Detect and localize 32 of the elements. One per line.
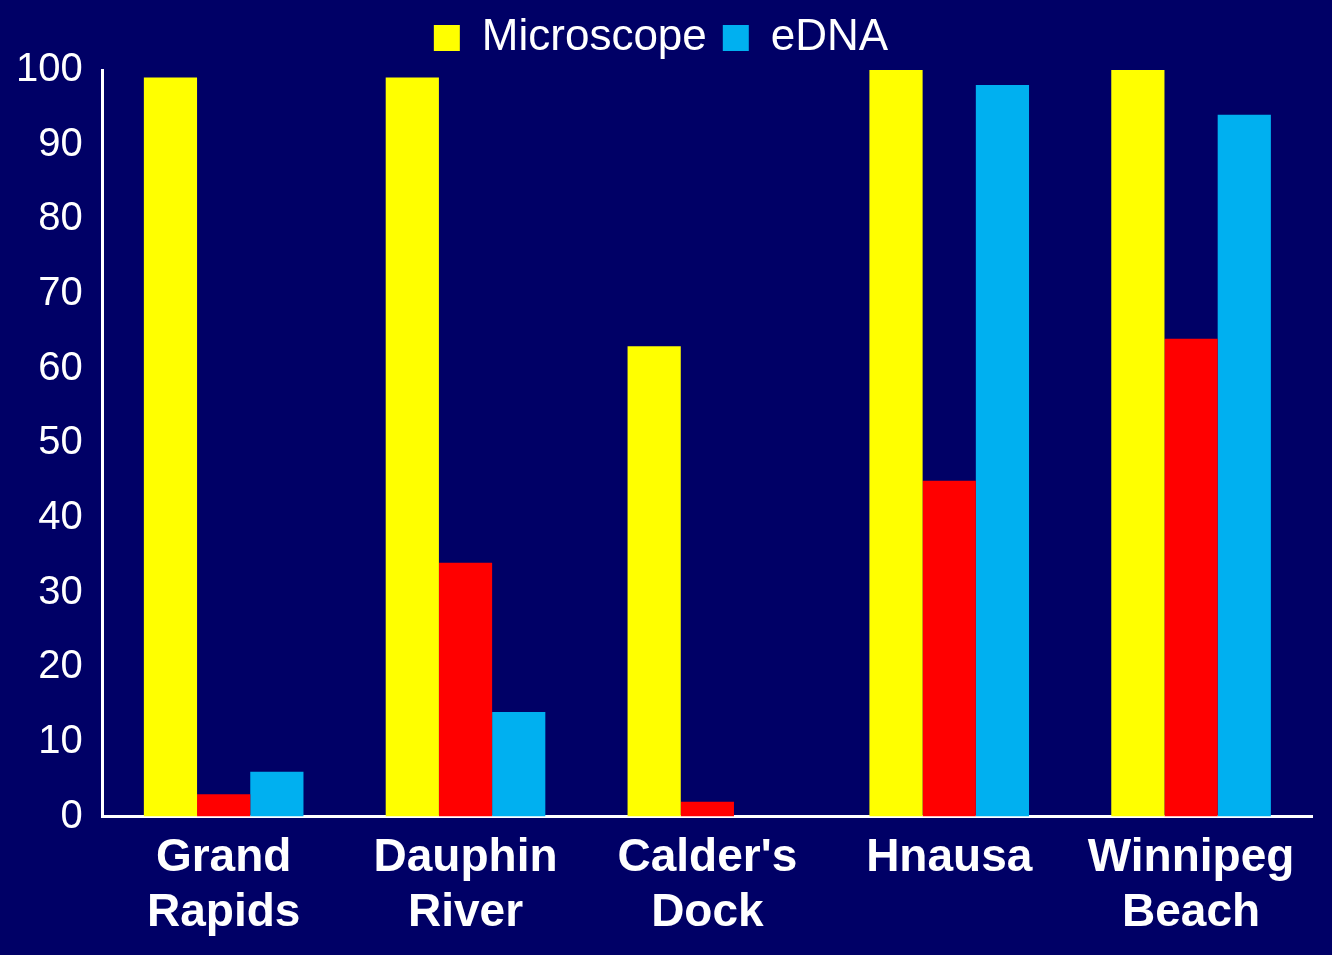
bar (1164, 338, 1218, 817)
y-tick-label: 40 (38, 492, 83, 537)
legend-label: Microscope (481, 10, 707, 60)
bar (680, 801, 734, 817)
y-tick-label: 60 (38, 343, 83, 388)
bar (143, 77, 198, 817)
bar (438, 562, 493, 817)
y-tick-label: 80 (38, 194, 83, 239)
bar (250, 771, 304, 817)
y-tick-label: 70 (38, 269, 83, 314)
bar (922, 480, 976, 817)
x-tick-label: Calder's Dock (617, 828, 798, 937)
y-tick-label: 20 (38, 642, 83, 687)
x-tick-label: Winnipeg Beach (1087, 828, 1295, 937)
bar (869, 70, 923, 817)
bar (975, 84, 1030, 817)
y-tick-label: 100 (15, 45, 83, 90)
y-tick-label: 50 (38, 418, 83, 463)
bar (492, 712, 546, 817)
x-tick-label: Hnausa (866, 828, 1033, 881)
x-tick-label: Dauphin River (373, 828, 558, 937)
y-tick-label: 10 (38, 716, 83, 761)
bar (197, 794, 251, 817)
bar (1111, 70, 1165, 817)
y-tick-label: 90 (38, 119, 83, 164)
y-tick-label: 0 (60, 791, 83, 836)
bar (627, 346, 681, 817)
bar (385, 77, 439, 817)
bar (1217, 114, 1271, 817)
legend-label: eDNA (770, 10, 889, 60)
y-tick-label: 30 (38, 567, 83, 612)
x-tick-label: Grand Rapids (146, 828, 301, 937)
